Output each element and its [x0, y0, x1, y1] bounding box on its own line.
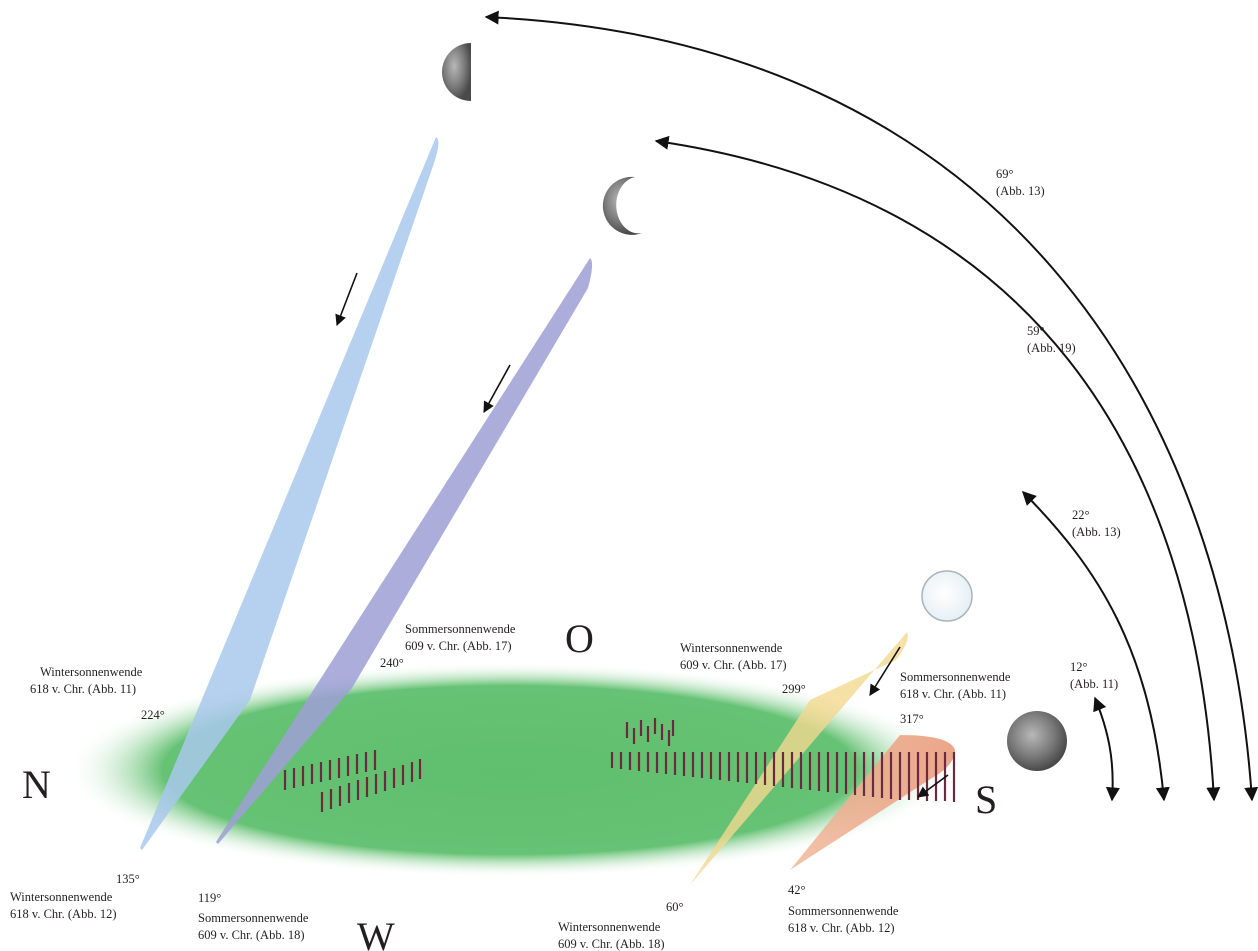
azimuth-299-deg: 299° [782, 682, 806, 696]
cardinal-north: N [22, 762, 51, 807]
altitude-arc-22 [1022, 491, 1170, 802]
post-row-left [283, 750, 422, 812]
azimuth-317-line2: 618 v. Chr. (Abb. 11) [900, 687, 1006, 701]
crescent-moon-icon [602, 176, 642, 235]
beam-blue [140, 137, 439, 850]
altitude-arc-59 [654, 135, 1221, 802]
azimuth-299-line2: 609 v. Chr. (Abb. 17) [680, 658, 786, 672]
full-moon-pale-icon [921, 570, 973, 622]
azimuth-42-line2: 618 v. Chr. (Abb. 12) [788, 921, 894, 935]
azimuth-42-deg: 42° [788, 883, 806, 897]
azimuth-60-line2: 609 v. Chr. (Abb. 18) [558, 937, 664, 951]
azimuth-240-line1: Sommersonnenwende [405, 622, 516, 636]
azimuth-135-line1: Wintersonnenwende [10, 890, 113, 904]
azimuth-119-line2: 609 v. Chr. (Abb. 18) [198, 928, 304, 942]
cardinal-south: S [975, 777, 997, 822]
altitude-22-ref: (Abb. 13) [1072, 525, 1121, 539]
azimuth-135-line2: 618 v. Chr. (Abb. 12) [10, 907, 116, 921]
full-moon-icon [1007, 711, 1067, 771]
altitude-12-ref: (Abb. 11) [1070, 677, 1118, 691]
azimuth-119-deg: 119° [198, 891, 221, 905]
azimuth-317-line1: Sommersonnenwende [900, 670, 1011, 684]
altitude-59-ref: (Abb. 19) [1027, 341, 1076, 355]
altitude-22-deg: 22° [1072, 508, 1090, 522]
azimuth-224-deg: 224° [141, 708, 165, 722]
azimuth-240-deg: 240° [380, 656, 404, 670]
azimuth-224-line1: Wintersonnenwende [40, 665, 143, 679]
azimuth-240-line2: 609 v. Chr. (Abb. 17) [405, 639, 511, 653]
azimuth-60-line1: Wintersonnenwende [558, 920, 661, 934]
azimuth-299-line1: Wintersonnenwende [680, 641, 783, 655]
azimuth-60-deg: 60° [666, 900, 684, 914]
altitude-69-deg: 69° [996, 167, 1014, 181]
half-moon-icon [442, 43, 471, 101]
altitude-arc-12 [1093, 696, 1120, 802]
altitude-59-deg: 59° [1027, 324, 1045, 338]
azimuth-317-deg: 317° [900, 712, 924, 726]
cardinal-east: O [565, 616, 594, 661]
altitude-69-ref: (Abb. 13) [996, 184, 1045, 198]
azimuth-42-line1: Sommersonnenwende [788, 904, 899, 918]
azimuth-119-line1: Sommersonnenwende [198, 911, 309, 925]
azimuth-135-deg: 135° [116, 872, 140, 886]
azimuth-224-line2: 618 v. Chr. (Abb. 11) [30, 682, 136, 696]
altitude-12-deg: 12° [1070, 660, 1088, 674]
pointer-arrow-blue [335, 272, 358, 327]
cardinal-west: W [357, 914, 395, 951]
pointer-arrow-yellow [869, 646, 901, 696]
